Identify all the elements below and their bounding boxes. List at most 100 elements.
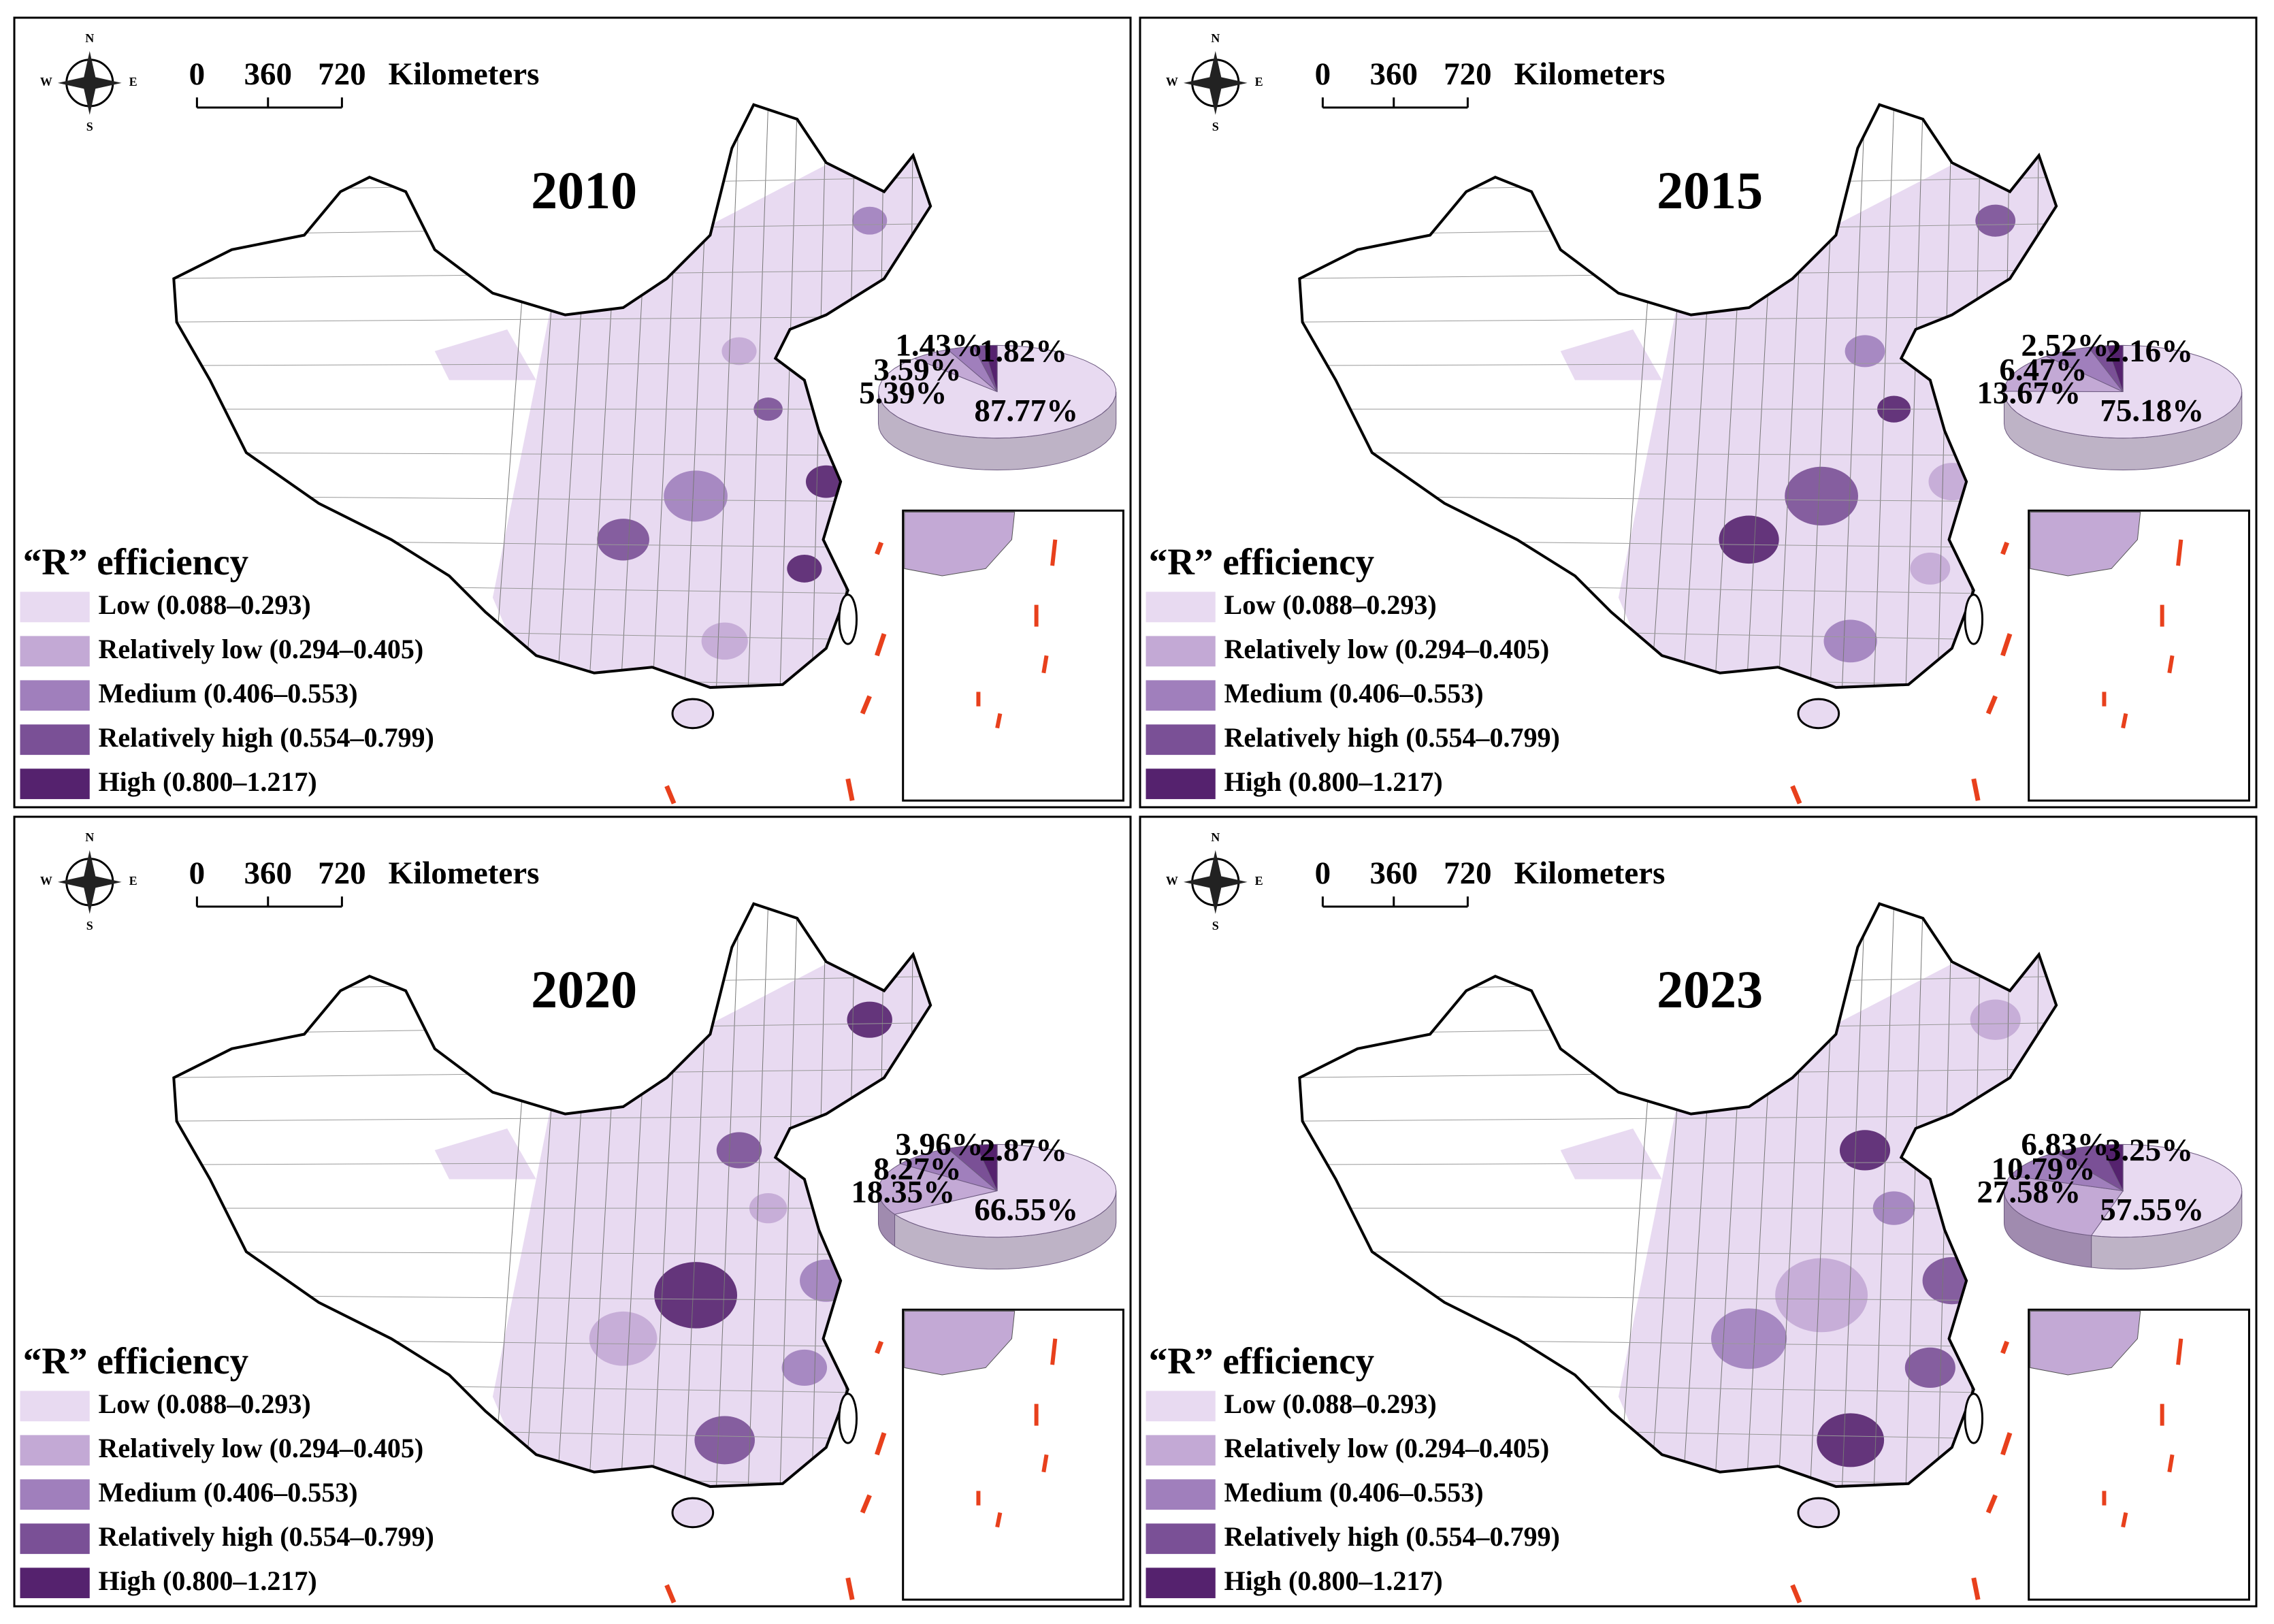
legend-swatch xyxy=(1146,1435,1216,1466)
legend-swatch xyxy=(20,680,90,711)
region-dark xyxy=(716,1132,762,1169)
pie-slice xyxy=(947,1144,998,1191)
compass-w: W xyxy=(40,75,52,88)
legend-label: Relatively low (0.294–0.405) xyxy=(1224,1433,1550,1463)
legend-title: “R” efficiency xyxy=(1149,541,1374,583)
compass-star xyxy=(1183,849,1248,914)
compass-s: S xyxy=(86,919,93,932)
region-dark xyxy=(1845,335,1885,368)
region-dark xyxy=(721,337,757,366)
inset-dash xyxy=(2176,539,2183,566)
border-dash xyxy=(1790,1584,1802,1604)
compass-w: W xyxy=(40,874,52,888)
border-dash xyxy=(845,778,855,801)
border-dash xyxy=(875,633,887,657)
region-dark xyxy=(1775,1258,1868,1333)
pie-label: 3.25% xyxy=(2105,1133,2193,1168)
pie-label: 75.18% xyxy=(2100,393,2204,428)
region-west xyxy=(1560,1128,1662,1180)
compass-n: N xyxy=(85,31,94,45)
legend-swatch xyxy=(20,768,90,800)
scale-label: 360 xyxy=(244,56,293,92)
boundary xyxy=(779,903,798,1487)
legend-label: Medium (0.406–0.553) xyxy=(1224,678,1484,709)
compass-e: E xyxy=(1255,75,1263,88)
scale-unit: Kilometers xyxy=(389,56,540,92)
border-dash xyxy=(1985,1494,1998,1514)
inset-dash xyxy=(1050,539,1058,566)
panel-frame xyxy=(13,16,1132,809)
border-dash xyxy=(1971,1577,1981,1600)
border-dash xyxy=(875,541,884,555)
pie-slice xyxy=(975,1143,998,1191)
legend-label: Relatively high (0.554–0.799) xyxy=(99,722,434,753)
pie-label: 27.58% xyxy=(1977,1175,2081,1210)
region-dark xyxy=(781,1349,828,1386)
boundary xyxy=(174,316,931,323)
scale-label: 0 xyxy=(189,856,206,891)
region-dark xyxy=(694,1416,756,1465)
legend-label: High (0.800–1.217) xyxy=(99,766,317,797)
compass-star xyxy=(1183,50,1248,115)
compass-s: S xyxy=(1212,919,1219,932)
region-dark xyxy=(852,206,888,235)
country-outline xyxy=(172,103,932,689)
boundary xyxy=(779,104,798,688)
legend-swatch xyxy=(1146,591,1216,623)
legend-swatch xyxy=(20,1523,90,1555)
border-dash xyxy=(2000,541,2010,555)
inset-dash xyxy=(2167,655,2175,674)
boundary xyxy=(1841,903,1866,1487)
pie-slice xyxy=(983,344,998,392)
map-panel: N S W E 0 360 720 Kilometers 2020 “R” efficiency L… xyxy=(13,815,1132,1608)
legend-swatch xyxy=(20,1391,90,1422)
compass-n: N xyxy=(1211,830,1220,844)
border-dash xyxy=(664,785,677,805)
compass-s: S xyxy=(86,120,93,133)
island xyxy=(1797,1497,1840,1529)
legend-swatch xyxy=(1146,1568,1216,1599)
compass-e: E xyxy=(129,874,137,888)
scale-label: 720 xyxy=(1444,56,1492,92)
boundary xyxy=(174,452,931,456)
legend-label: Relatively high (0.554–0.799) xyxy=(1224,1521,1560,1552)
region-dark xyxy=(664,470,728,522)
map-title: 2015 xyxy=(1657,161,1763,220)
legend-title: “R” efficiency xyxy=(1149,1340,1374,1382)
map-panel: N S W E 0 360 720 Kilometers 2015 “R” efficiency L… xyxy=(1139,16,2258,809)
inset-land xyxy=(2030,511,2141,576)
scale-label: 0 xyxy=(1315,856,1331,891)
legend-label: Low (0.088–0.293) xyxy=(1224,1388,1437,1419)
pie-label: 87.77% xyxy=(974,393,1078,428)
legend-title: “R” efficiency xyxy=(23,1340,248,1382)
pie-label: 1.82% xyxy=(979,334,1067,369)
pie-label: 8.27% xyxy=(873,1152,961,1187)
legend-label: Low (0.088–0.293) xyxy=(99,589,311,620)
scale-unit: Kilometers xyxy=(1514,56,1666,92)
compass-e: E xyxy=(129,75,137,88)
island xyxy=(1964,1393,1984,1444)
island xyxy=(838,594,858,645)
inset-land xyxy=(904,511,1016,576)
pie-slice xyxy=(2003,355,2124,393)
border-dash xyxy=(1985,695,1998,715)
inset-land xyxy=(904,1310,1016,1376)
legend-label: Relatively high (0.554–0.799) xyxy=(99,1521,434,1552)
compass-w: W xyxy=(1166,874,1178,888)
pie-slice xyxy=(2045,346,2124,392)
scale-unit: Kilometers xyxy=(1514,856,1666,891)
pie-slice xyxy=(2003,1175,2124,1236)
legend-swatch xyxy=(20,636,90,667)
scale-unit: Kilometers xyxy=(389,856,540,891)
boundary xyxy=(1873,903,1895,1487)
boundary xyxy=(1873,104,1895,688)
border-dash xyxy=(664,1584,677,1604)
pie-slice xyxy=(2010,1152,2124,1192)
region-dark xyxy=(1904,1347,1955,1388)
border-dash xyxy=(875,1432,887,1456)
legend-swatch xyxy=(1146,1523,1216,1555)
boundary xyxy=(1905,903,1923,1487)
map-title: 2020 xyxy=(531,960,637,1019)
pie-label: 18.35% xyxy=(851,1175,955,1210)
region-west xyxy=(1560,329,1662,380)
